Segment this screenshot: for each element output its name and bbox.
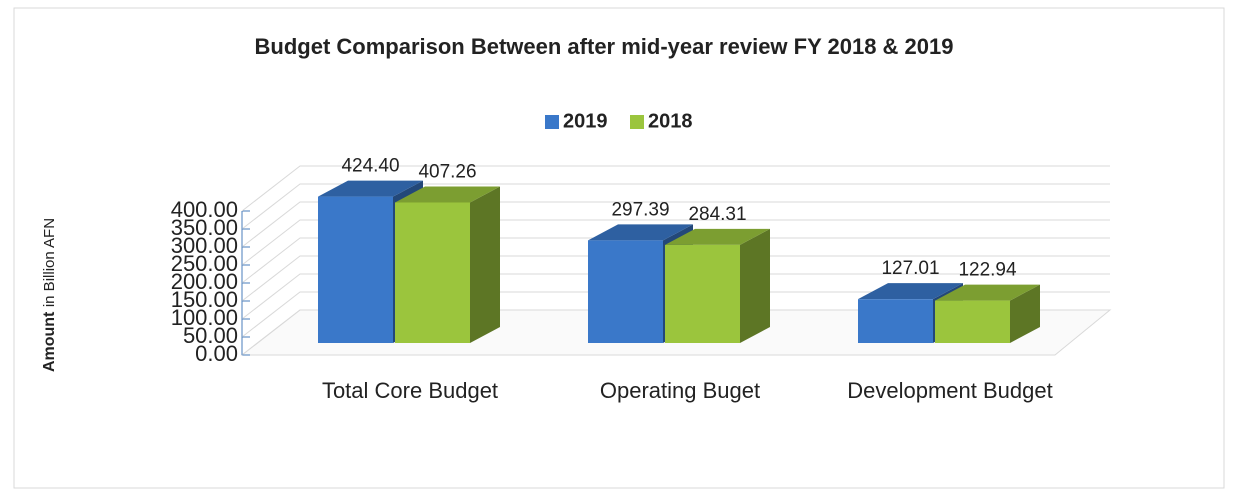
legend-swatch [630, 115, 644, 129]
bar [935, 300, 1010, 343]
y-axis-label-detail: in Billion AFN [41, 218, 58, 307]
bar-top [665, 228, 770, 245]
bar-top [318, 180, 423, 197]
grid-line [241, 219, 1110, 266]
bar [588, 240, 663, 343]
grid-line [241, 183, 1110, 230]
y-tick-label: 250.00 [171, 251, 238, 276]
bar-top [935, 284, 1040, 301]
data-label: 297.39 [611, 199, 669, 220]
data-label: 407.26 [418, 162, 476, 183]
grid-line [241, 201, 1110, 248]
y-tick-label: 400.00 [171, 197, 238, 222]
grid-line [241, 237, 1110, 284]
bar-top [588, 224, 693, 241]
bar-top [858, 283, 963, 300]
bar [318, 196, 393, 343]
legend-swatch [545, 115, 559, 129]
legend-label: 2019 [563, 110, 608, 132]
bar-side [740, 228, 770, 343]
y-tick-label: 100.00 [171, 305, 238, 330]
data-label: 122.94 [958, 260, 1017, 281]
y-tick-label: 350.00 [171, 215, 238, 240]
data-label: 127.01 [881, 258, 939, 279]
y-axis-label-main: Amount [41, 311, 58, 372]
grid-line [241, 273, 1110, 320]
grid-line [241, 165, 1110, 212]
grid-line [241, 291, 1110, 338]
bar [395, 202, 470, 343]
x-tick-label: Operating Buget [600, 378, 760, 403]
y-tick-label: 150.00 [171, 287, 238, 312]
bar-side [1010, 284, 1040, 343]
y-tick-label: 200.00 [171, 269, 238, 294]
x-tick-label: Development Budget [847, 378, 1052, 403]
y-tick-label: 300.00 [171, 233, 238, 258]
bar-side [470, 186, 500, 343]
y-tick-label: 50.00 [183, 323, 238, 348]
data-label: 424.40 [341, 156, 399, 177]
x-tick-label: Total Core Budget [322, 378, 498, 403]
grid-line [241, 309, 1110, 356]
legend-label: 2018 [648, 110, 693, 132]
data-label: 284.31 [688, 204, 746, 225]
bar [858, 299, 933, 343]
chart-title: Budget Comparison Between after mid-year… [255, 34, 954, 59]
bar-top [395, 186, 500, 203]
y-axis-label: Amount in Billion AFN [41, 218, 58, 372]
bar [665, 244, 740, 343]
grid-line [241, 255, 1110, 302]
y-tick-label: 0.00 [195, 341, 238, 366]
